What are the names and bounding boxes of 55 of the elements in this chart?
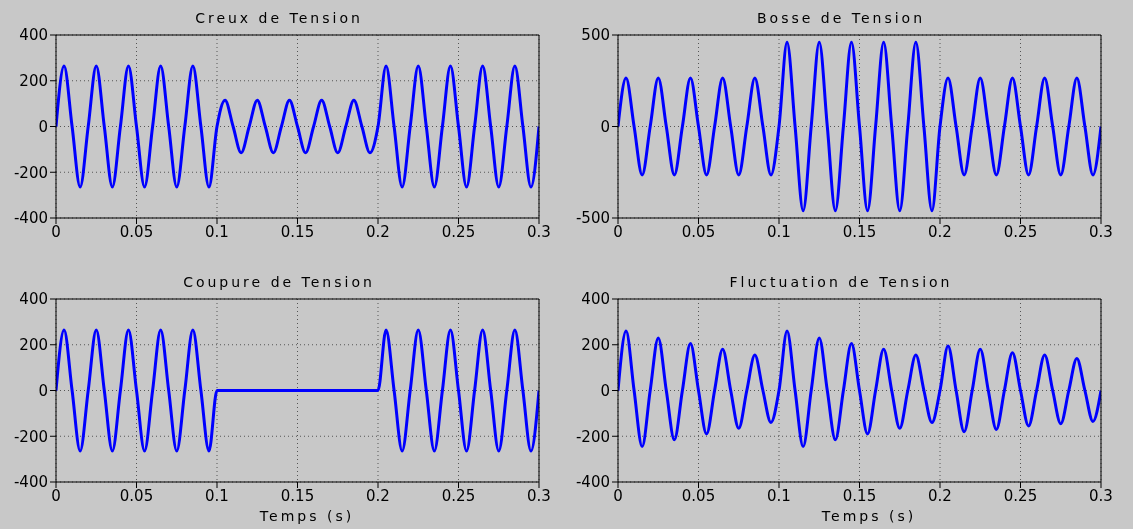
y-tick-label: 0 [600,381,610,400]
y-tick-label: -400 [13,473,48,492]
x-tick-label: 0 [613,222,623,241]
x-tick-label: 0.1 [205,486,229,505]
x-tick-label: 0.3 [1089,486,1113,505]
line-series [56,64,539,189]
x-tick-label: 0.25 [1003,222,1038,241]
x-tick-label: 0.3 [1089,222,1113,241]
x-tick-label: 0.3 [527,222,551,241]
x-tick-label: 0.05 [119,222,154,241]
x-tick-label: 0 [613,486,623,505]
x-tick-label: 0.1 [767,486,791,505]
chart-title: Bosse de Tension [755,10,927,26]
y-tick-label: 200 [19,336,48,355]
chart-title: Fluctuation de Tension [728,274,954,290]
y-tick-label: -400 [575,473,610,492]
x-tick-label: 0.1 [205,222,229,241]
x-tick-label: 0.2 [366,486,390,505]
line-series [618,329,1101,449]
x-tick-label: 0.15 [842,486,877,505]
x-tick-label: 0.15 [280,222,315,241]
x-axis-title: Temps (s) [820,508,918,524]
y-tick-label: 200 [581,336,610,355]
x-tick-label: 0.05 [681,222,716,241]
y-tick-label: -400 [13,209,48,228]
x-tick-label: 0.2 [928,222,952,241]
x-tick-label: 0.3 [527,486,551,505]
y-tick-label: 400 [581,290,610,309]
x-tick-label: 0.05 [119,486,154,505]
y-tick-label: -200 [13,427,48,446]
y-tick-label: 200 [19,72,48,91]
x-tick-label: 0 [51,222,61,241]
x-tick-label: 0.2 [928,486,952,505]
x-tick-label: 0.15 [842,222,877,241]
x-tick-label: 0.25 [441,222,476,241]
x-tick-label: 0.2 [366,222,390,241]
y-tick-label: 0 [38,381,48,400]
x-tick-label: 0.25 [1003,486,1038,505]
x-tick-label: 0.1 [767,222,791,241]
y-tick-label: 0 [600,117,610,136]
x-tick-label: 0.25 [441,486,476,505]
y-tick-label: 400 [19,26,48,45]
line-series [618,40,1101,213]
chart-title: Creux de Tension [194,10,364,26]
x-tick-label: 0.15 [280,486,315,505]
y-tick-label: 0 [38,117,48,136]
y-tick-label: -200 [575,427,610,446]
y-tick-label: 400 [19,290,48,309]
x-axis-title: Temps (s) [258,508,356,524]
x-tick-label: 0 [51,486,61,505]
y-tick-label: 500 [581,26,610,45]
chart-title: Coupure de Tension [182,274,376,290]
y-tick-label: -200 [13,163,48,182]
y-tick-label: -500 [575,209,610,228]
x-tick-label: 0.05 [681,486,716,505]
